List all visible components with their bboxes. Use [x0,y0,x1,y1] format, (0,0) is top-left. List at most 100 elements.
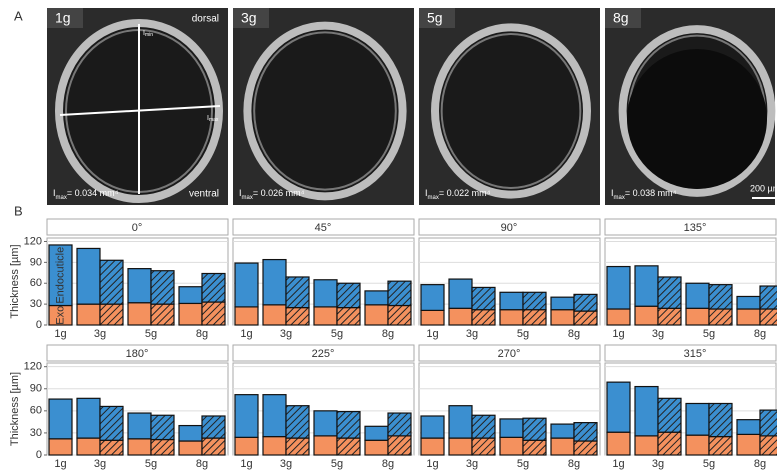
bar-segment [235,263,258,307]
bar-segment [286,438,309,455]
facet-title: 180° [126,348,149,360]
bar-segment [388,413,411,436]
x-tick-label: 1g [240,458,252,470]
bar-segment [523,310,546,325]
bar-segment [365,440,388,455]
bar-segment [709,437,732,455]
image-label: 8g [613,10,629,26]
y-tick-label: 120 [24,361,42,373]
bar-segment [151,415,174,439]
bar-segment [77,398,100,438]
y-tick-label: 30 [30,427,42,439]
y-tick-label: 90 [30,256,42,268]
bar-segment [179,426,202,441]
ct-image: 8gImax= 0.038 mm⁴ [605,8,775,205]
bar-segment [709,309,732,325]
bar-segment [202,416,225,438]
bar-segment [635,306,658,325]
bar-segment [737,309,760,325]
bar-segment [635,436,658,455]
bar-segment [77,438,100,455]
ventral-label: ventral [189,189,219,200]
x-tick-label: 3g [466,328,478,340]
bar-segment [263,395,286,437]
x-tick-label: 3g [94,458,106,470]
bar-segment [709,285,732,309]
bar-segment [658,308,681,325]
bar-segment [365,426,388,440]
x-tick-label: 5g [517,458,529,470]
bar-segment [760,410,777,436]
bar-segment [760,309,777,325]
bar-segment [737,420,760,435]
bar-segment [337,308,360,325]
bar-segment [574,294,597,311]
x-tick-label: 1g [426,328,438,340]
bar-segment [388,306,411,325]
ct-image: 3gImax= 0.026 mm⁴ [233,8,414,205]
facet-title: 0° [132,222,143,234]
bar-segment [128,269,151,303]
x-tick-label: 3g [466,458,478,470]
lumen [627,49,767,189]
bar-segment [686,308,709,325]
bar-segment [421,310,444,325]
x-tick-label: 1g [54,328,66,340]
bar-segment [151,271,174,304]
bar-segment [77,304,100,325]
bar-segment [449,279,472,308]
bar-segment [551,297,574,310]
bar-segment [100,406,123,440]
legend-label: Exo [54,306,66,325]
x-tick-label: 1g [426,458,438,470]
x-tick-label: 8g [568,458,580,470]
bar-segment [607,382,630,432]
bar-segment [337,283,360,307]
bar-segment [523,418,546,440]
x-tick-label: 3g [94,328,106,340]
bar-segment [635,266,658,306]
legend-label: Endocuticle [54,247,66,304]
x-tick-label: 8g [196,458,208,470]
figure: A B 1gImax= 0.034 mm⁴3gImax= 0.026 mm⁴5g… [0,0,777,475]
x-tick-label: 3g [280,328,292,340]
bar-segment [128,413,151,439]
bar-segment [337,438,360,455]
bar-segment [607,309,630,325]
bar-segment [449,308,472,325]
bar-segment [635,387,658,436]
cuticle-ring [247,26,402,197]
bar-segment [472,438,495,455]
x-tick-label: 8g [382,458,394,470]
bar-segment [551,438,574,455]
bar-segment [365,305,388,325]
bar-segment [686,403,709,435]
bar-segment [472,415,495,438]
facet-title: 45° [315,222,332,234]
y-tick-label: 0 [36,449,42,461]
facet-title: 90° [501,222,518,234]
bar-segment [658,398,681,432]
bar-segment [500,437,523,455]
bar-segment [523,440,546,455]
bar-segment [421,416,444,438]
bar-segment [737,434,760,455]
bar-segment [128,303,151,325]
bar-segment [235,395,258,438]
x-tick-label: 1g [612,328,624,340]
facet-title: 315° [684,348,707,360]
bar-segment [760,436,777,455]
bar-segment [421,438,444,455]
bar-segment [151,440,174,455]
bar-segment [286,308,309,325]
bar-segment [523,292,546,309]
x-tick-label: 3g [652,328,664,340]
facet-title: 270° [498,348,521,360]
bar-segment [421,285,444,311]
bar-segment [388,436,411,455]
bar-segment [179,303,202,325]
bar-segment [686,283,709,308]
x-tick-label: 3g [280,458,292,470]
x-tick-label: 8g [754,328,766,340]
panel-label: B [14,203,23,218]
